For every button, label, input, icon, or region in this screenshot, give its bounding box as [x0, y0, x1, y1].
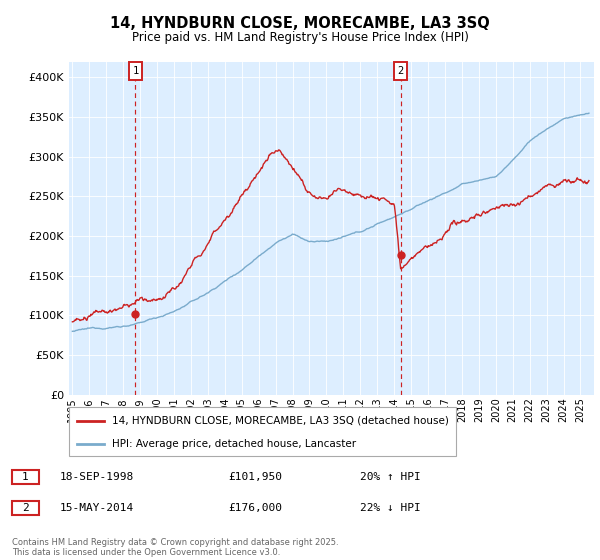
- Text: Contains HM Land Registry data © Crown copyright and database right 2025.
This d: Contains HM Land Registry data © Crown c…: [12, 538, 338, 557]
- Text: 18-SEP-1998: 18-SEP-1998: [60, 472, 134, 482]
- Text: HPI: Average price, detached house, Lancaster: HPI: Average price, detached house, Lanc…: [112, 439, 356, 449]
- Bar: [12, 470, 39, 484]
- Text: £101,950: £101,950: [228, 472, 282, 482]
- Bar: [12, 501, 39, 515]
- Text: 15-MAY-2014: 15-MAY-2014: [60, 503, 134, 513]
- Text: 2: 2: [22, 503, 29, 513]
- Text: 1: 1: [22, 472, 29, 482]
- Text: 22% ↓ HPI: 22% ↓ HPI: [360, 503, 421, 513]
- Text: Price paid vs. HM Land Registry's House Price Index (HPI): Price paid vs. HM Land Registry's House …: [131, 31, 469, 44]
- Text: 1: 1: [132, 66, 139, 76]
- Text: 14, HYNDBURN CLOSE, MORECAMBE, LA3 3SQ (detached house): 14, HYNDBURN CLOSE, MORECAMBE, LA3 3SQ (…: [112, 416, 448, 426]
- Text: 14, HYNDBURN CLOSE, MORECAMBE, LA3 3SQ: 14, HYNDBURN CLOSE, MORECAMBE, LA3 3SQ: [110, 16, 490, 31]
- Text: 20% ↑ HPI: 20% ↑ HPI: [360, 472, 421, 482]
- Text: £176,000: £176,000: [228, 503, 282, 513]
- Text: 2: 2: [397, 66, 404, 76]
